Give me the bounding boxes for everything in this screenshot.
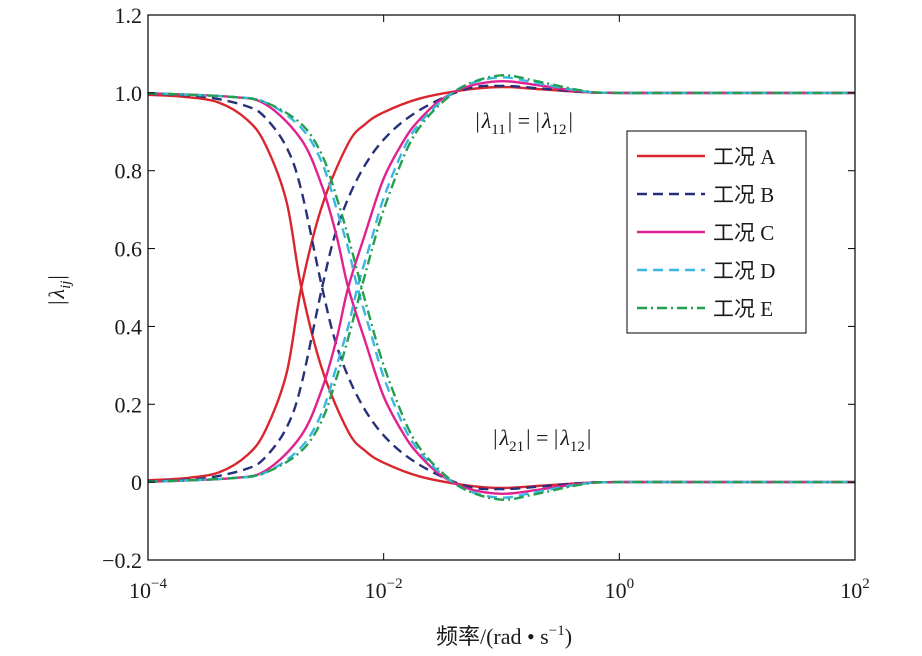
y-axis-label: |λij|	[44, 275, 74, 305]
annotation-part: |	[493, 425, 497, 450]
x-axis-label: 频率/(rad • s−1)	[436, 623, 572, 649]
x-tick-exponent: 0	[627, 576, 635, 592]
legend: 工况 A 工况 B 工况 C 工况 D 工况 E	[626, 130, 807, 334]
x-tick-label: 102	[840, 576, 870, 603]
annotation-part: | = |	[508, 108, 540, 133]
annotations: |λ11| = |λ12||λ21| = |λ12|	[475, 108, 591, 455]
annotation-part: λ	[559, 425, 570, 450]
y-tick-label: 0.8	[115, 159, 143, 184]
legend-label: 工况 B	[713, 183, 774, 207]
x-tick-exponent: −2	[387, 576, 403, 592]
series-line-d-upper	[147, 92, 855, 499]
x-tick-base: 10	[840, 578, 862, 603]
annotation-upper: |λ11| = |λ12|	[475, 108, 573, 138]
annotation-part: 12	[551, 122, 566, 138]
y-tick-label: 1.2	[115, 3, 143, 28]
x-tick-label: 100	[605, 576, 635, 603]
annotation-part: λ	[541, 108, 552, 133]
series-line-b-upper	[147, 92, 855, 491]
legend-label: 工况 D	[713, 259, 775, 283]
y-tick-label: 1.0	[115, 81, 143, 106]
annotation-part: | = |	[526, 425, 558, 450]
series-line-e-lower	[147, 74, 855, 483]
x-tick-base: 10	[365, 578, 387, 603]
annotation-part: λ	[499, 425, 510, 450]
annotation-part: λ	[481, 108, 492, 133]
annotation-part: 21	[509, 439, 524, 455]
annotation-part: |	[587, 425, 591, 450]
series-line-e-upper	[147, 92, 855, 501]
annotation-part: |	[475, 108, 479, 133]
annotation-part: 11	[491, 122, 505, 138]
x-tick-base: 10	[129, 578, 151, 603]
series-line-d-lower	[147, 76, 855, 483]
axes-box	[147, 14, 856, 561]
y-axis-label-group: |λij|	[44, 275, 74, 305]
y-tick-label: 0.6	[115, 237, 143, 262]
x-tick-exponent: −4	[151, 576, 167, 592]
annotation-part: 12	[570, 439, 585, 455]
y-tick-label: −0.2	[102, 548, 142, 573]
series-line-b-lower	[147, 84, 855, 483]
x-tick-base: 10	[605, 578, 627, 603]
y-tick-label: 0.4	[115, 314, 143, 339]
legend-label: 工况 C	[713, 221, 774, 245]
x-tick-exponent: 2	[862, 576, 870, 592]
annotation-part: |	[568, 108, 572, 133]
x-tick-label: 10−2	[365, 576, 403, 603]
y-tick-label: 0	[131, 470, 142, 495]
ticks: −0.200.20.40.60.81.01.210−4 10−2 100 102	[102, 3, 870, 603]
plot-lines	[147, 74, 855, 501]
annotation-lower: |λ21| = |λ12|	[493, 425, 591, 455]
legend-label: 工况 A	[713, 145, 776, 169]
x-tick-label: 10−4	[129, 576, 167, 603]
legend-label: 工况 E	[713, 297, 773, 321]
y-tick-label: 0.2	[115, 392, 143, 417]
